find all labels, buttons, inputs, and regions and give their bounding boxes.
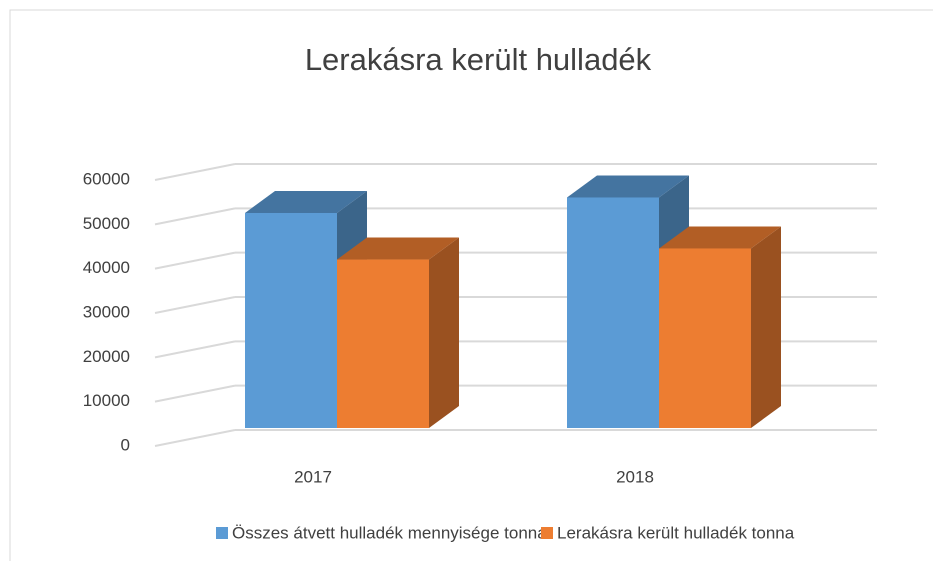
bar-front (245, 212, 337, 428)
bar-top (567, 175, 689, 198)
bar-front (567, 197, 659, 428)
chart-border (9, 9, 933, 561)
legend-swatch (541, 527, 553, 539)
y-tick-label: 10000 (83, 391, 130, 410)
bar-front (337, 259, 429, 428)
bar-front (659, 248, 751, 428)
y-tick-label: 50000 (83, 214, 130, 233)
side-grid-line (154, 384, 236, 403)
bar (337, 237, 459, 428)
legend-label: Lerakásra került hulladék tonna (557, 523, 795, 542)
side-grid-line (154, 207, 236, 226)
y-tick-label: 30000 (83, 302, 130, 321)
legend-swatch (216, 527, 228, 539)
side-grid-line (154, 163, 236, 181)
side-grid-line (154, 296, 236, 314)
bar-side (429, 237, 459, 428)
y-tick-label: 0 (121, 435, 130, 454)
x-tick-label: 2017 (294, 467, 332, 486)
side-grid-line (154, 429, 236, 447)
side-grid-line (154, 340, 236, 359)
bar-side (751, 226, 781, 428)
legend-label: Összes átvett hulladék mennyisége tonna (232, 523, 547, 542)
y-tick-label: 20000 (83, 347, 130, 366)
y-tick-label: 60000 (83, 169, 130, 188)
bar-top (659, 226, 781, 249)
bar-top (245, 190, 367, 213)
x-tick-label: 2018 (616, 467, 654, 486)
side-grid-line (154, 251, 236, 270)
bar (659, 226, 781, 428)
bar-top (337, 237, 459, 260)
y-tick-label: 40000 (83, 258, 130, 277)
chart-title: Lerakásra került hulladék (305, 42, 652, 77)
